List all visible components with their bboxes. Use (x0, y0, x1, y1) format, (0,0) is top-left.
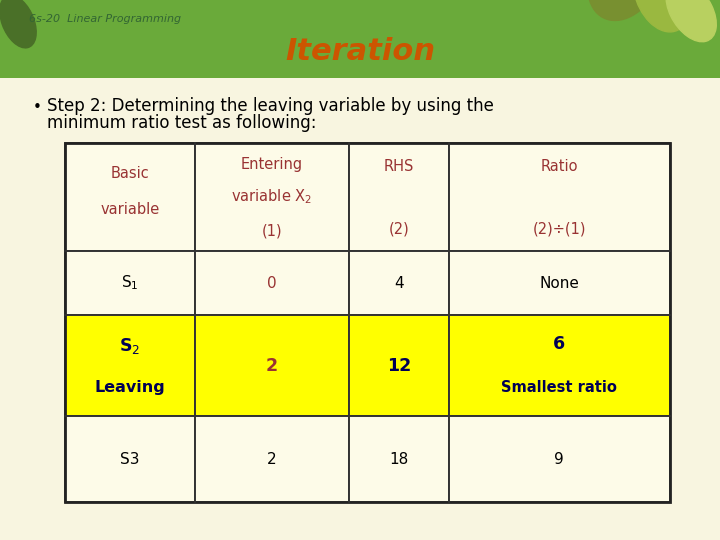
Text: Basic: Basic (110, 166, 149, 181)
Text: 2: 2 (267, 451, 276, 467)
Text: S$_1$: S$_1$ (121, 274, 138, 293)
Text: S$_2$: S$_2$ (120, 336, 140, 356)
Text: 2: 2 (266, 357, 278, 375)
Text: 12: 12 (387, 357, 411, 375)
Text: 6: 6 (553, 335, 565, 353)
Text: Iteration: Iteration (285, 37, 435, 66)
Text: Ratio: Ratio (541, 159, 578, 174)
Text: RHS: RHS (384, 159, 414, 174)
Text: 0: 0 (267, 275, 276, 291)
Text: (1): (1) (261, 224, 282, 239)
Text: Leaving: Leaving (94, 380, 165, 395)
Text: variable X$_2$: variable X$_2$ (231, 187, 312, 206)
Text: •: • (32, 100, 41, 116)
Text: Smallest ratio: Smallest ratio (501, 380, 617, 395)
Text: (2): (2) (389, 222, 410, 237)
Text: None: None (539, 275, 579, 291)
Text: minimum ratio test as following:: minimum ratio test as following: (47, 113, 316, 132)
Text: S3: S3 (120, 451, 140, 467)
Text: 9: 9 (554, 451, 564, 467)
Text: 6s-20  Linear Programming: 6s-20 Linear Programming (29, 14, 181, 24)
Text: 4: 4 (394, 275, 404, 291)
Text: Step 2: Determining the leaving variable by using the: Step 2: Determining the leaving variable… (47, 97, 494, 116)
Text: variable: variable (100, 202, 159, 218)
Text: Entering: Entering (241, 157, 303, 172)
Text: 18: 18 (390, 451, 408, 467)
Text: (2)÷(1): (2)÷(1) (533, 222, 586, 237)
